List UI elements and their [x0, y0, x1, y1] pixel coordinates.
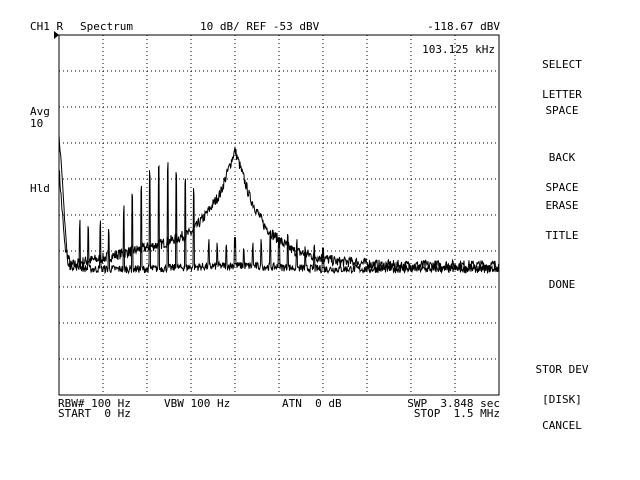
softkey-line: [DISK]: [542, 393, 582, 406]
softkey-done[interactable]: DONE: [510, 260, 614, 320]
ref-level-marker: [54, 31, 59, 39]
spectrum-traces: [58, 134, 500, 275]
softkey-line: TITLE: [545, 229, 579, 242]
averaging-label: Avg: [30, 105, 50, 118]
spectrum-trace-2: [58, 134, 500, 275]
softkey-line: STOR DEV: [535, 363, 589, 376]
hold-indicator: Hld: [30, 182, 50, 195]
averaging-count: 10: [30, 117, 44, 130]
marker-value: -118.67 dBV: [427, 20, 500, 33]
spectrum-trace-1: [58, 146, 500, 273]
attenuation-readout: ATN 0 dB: [282, 397, 342, 410]
softkey-line: LETTER: [542, 88, 582, 101]
softkey-select-letter[interactable]: SELECT LETTER: [510, 40, 614, 110]
vbw-readout: VBW 100 Hz: [164, 397, 231, 410]
softkey-space[interactable]: SPACE: [510, 86, 614, 146]
softkey-cancel[interactable]: CANCEL: [510, 401, 614, 461]
softkey-line: DONE: [548, 278, 576, 291]
channel-label: CH1 R: [30, 20, 64, 33]
start-frequency: START 0 Hz: [58, 407, 131, 420]
softkey-line: ERASE: [545, 199, 579, 212]
softkey-back-space[interactable]: BACK SPACE: [510, 133, 614, 203]
sweep-time-readout: SWP 3.848 sec: [407, 397, 500, 410]
softkey-line: CANCEL: [542, 419, 582, 432]
stop-frequency: STOP 1.5 MHz: [413, 407, 500, 420]
softkey-store-device[interactable]: STOR DEV [DISK]: [510, 345, 614, 415]
rbw-readout: RBW# 100 Hz: [58, 397, 131, 410]
softkey-erase-title[interactable]: ERASE TITLE: [510, 181, 614, 251]
softkey-line: SPACE: [545, 181, 579, 194]
softkey-line: SELECT: [542, 58, 582, 71]
marker-frequency: 103.125 kHz: [422, 43, 495, 56]
softkey-line: BACK: [548, 151, 576, 164]
softkey-line: SPACE: [545, 104, 579, 117]
scale-reference: 10 dB/ REF -53 dBV: [200, 20, 320, 33]
measurement-label: Spectrum: [80, 20, 133, 33]
plot-grid: [58, 34, 500, 396]
